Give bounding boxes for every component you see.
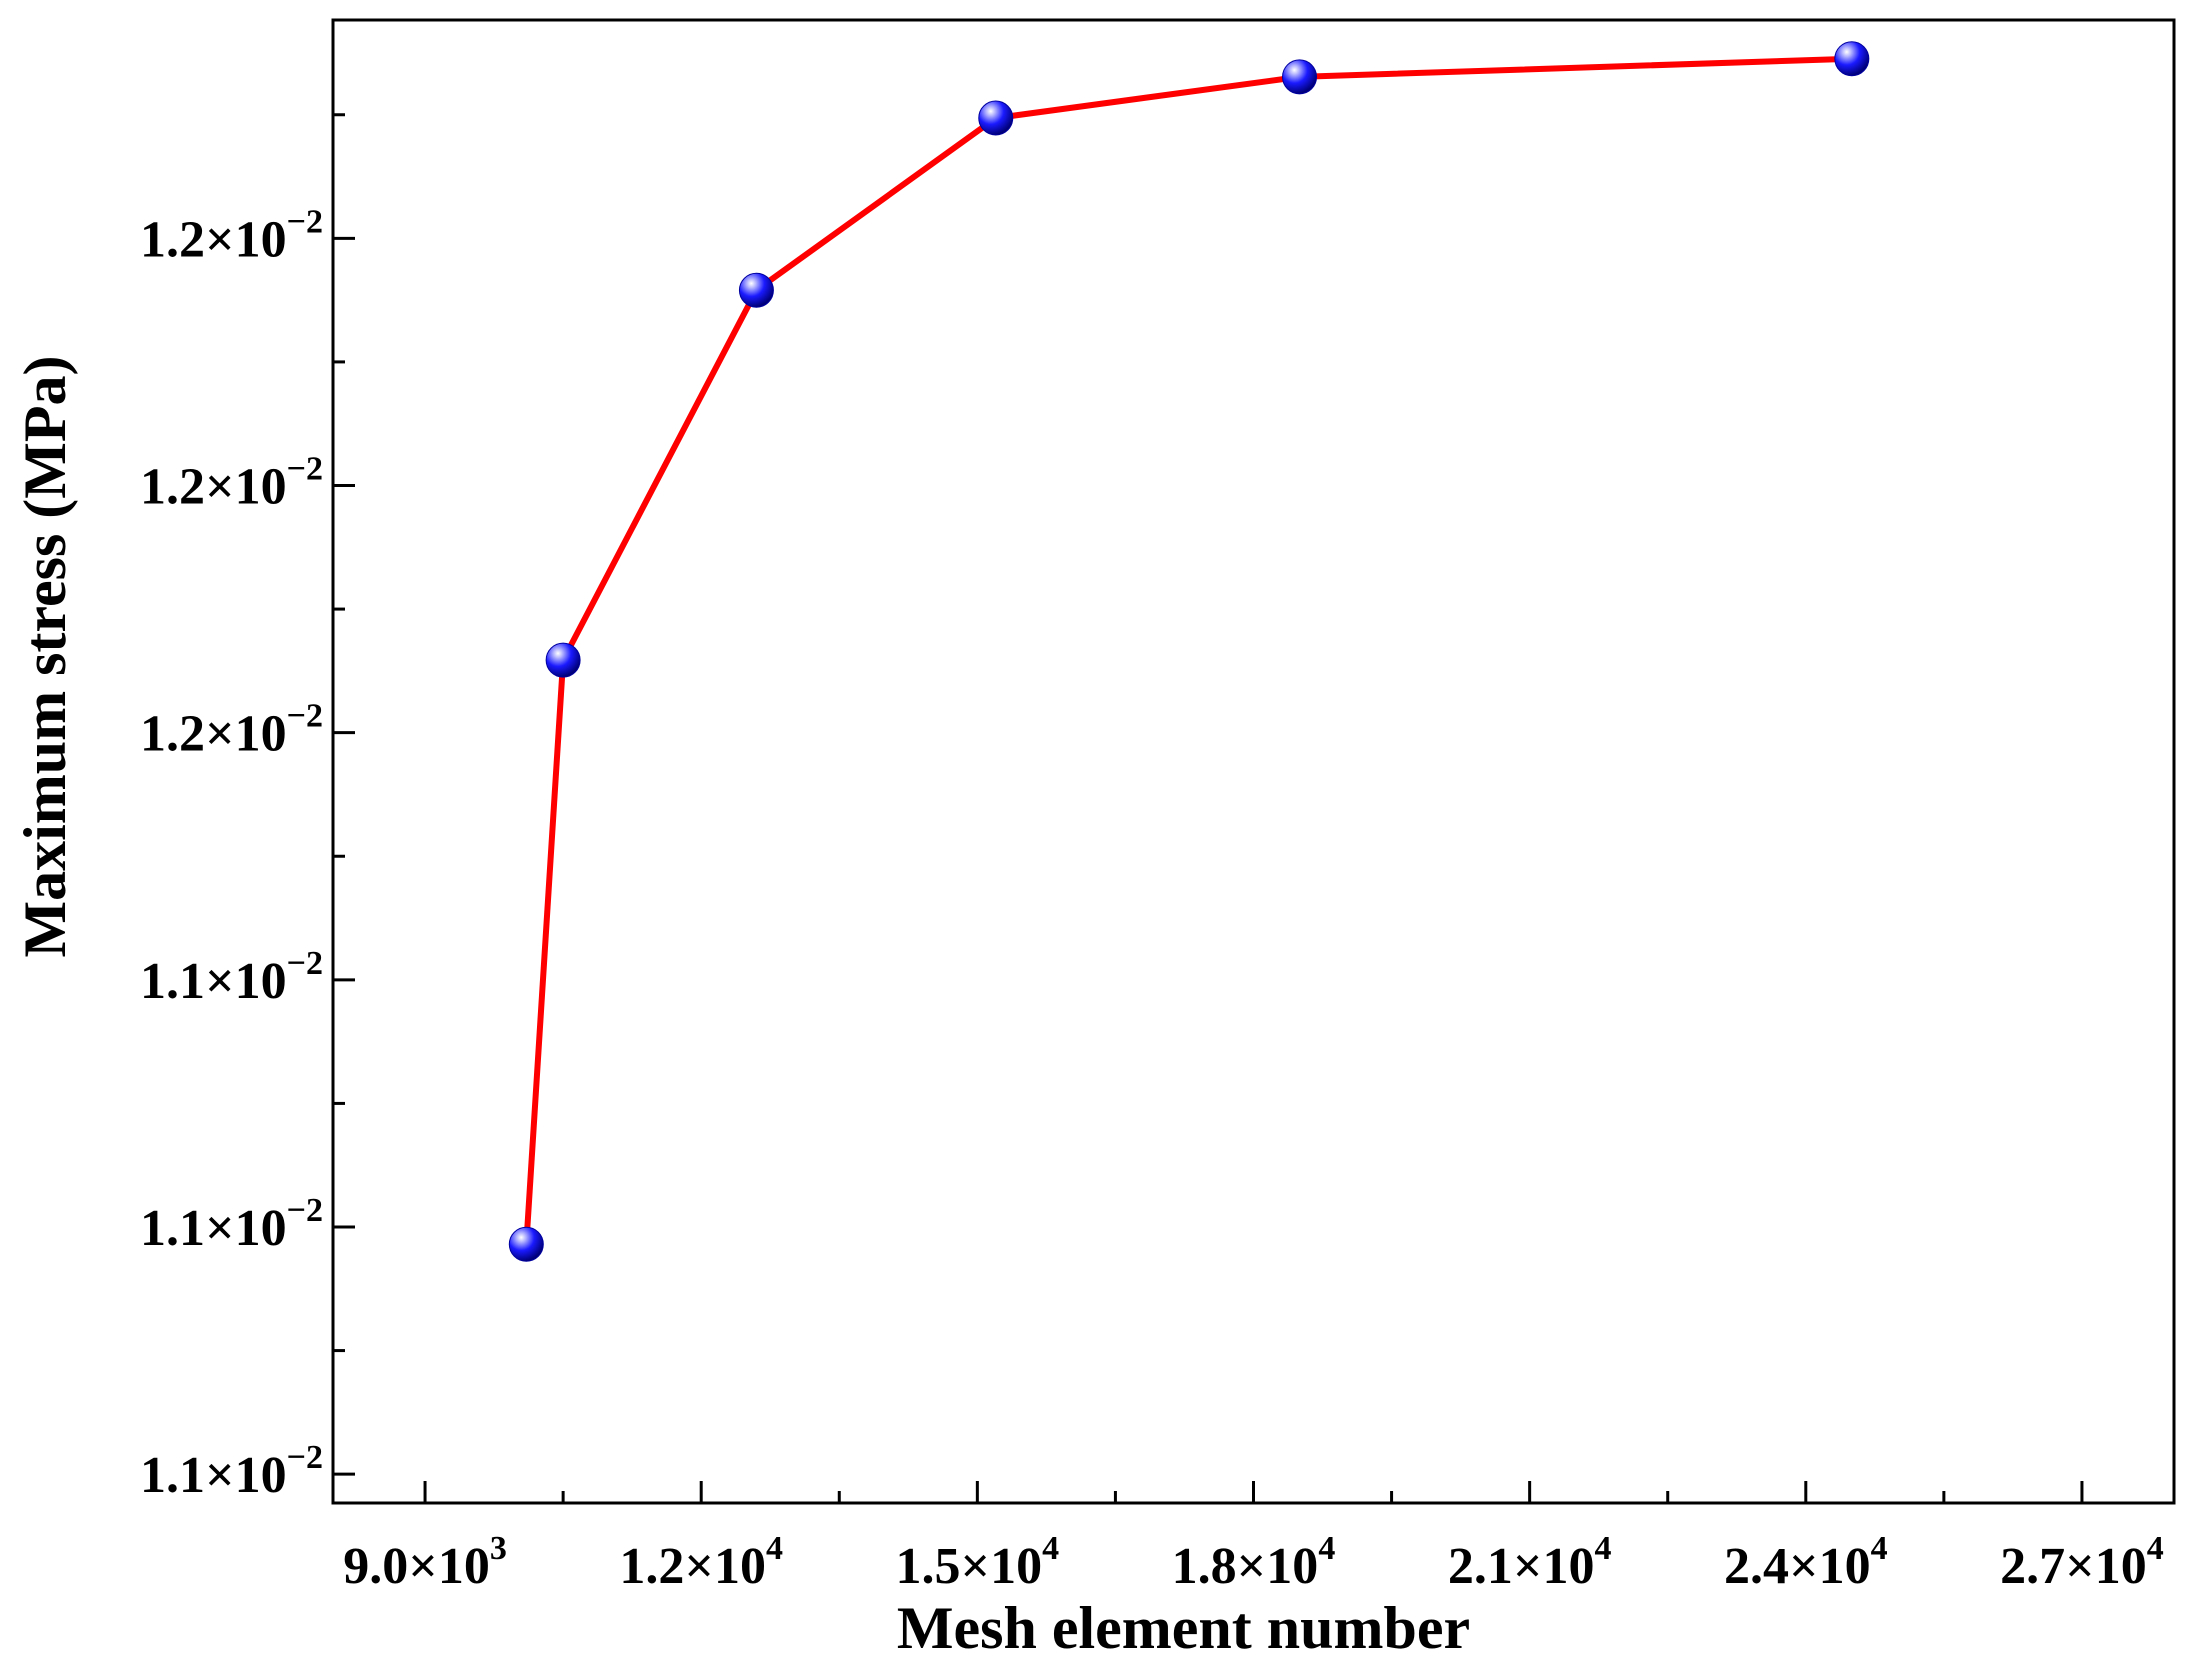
x-tick-label: 1.2×104 bbox=[619, 1530, 783, 1595]
plot-area bbox=[331, 18, 2176, 1505]
x-axis-title: Mesh element number bbox=[897, 1595, 1470, 1661]
series-line bbox=[523, 55, 1855, 1248]
data-point bbox=[1834, 41, 1870, 77]
x-tick-label: 9.0×103 bbox=[343, 1530, 507, 1595]
series-layer bbox=[508, 41, 1870, 1262]
plot-frame bbox=[331, 18, 2176, 1505]
data-point bbox=[738, 272, 774, 308]
x-tick-label: 2.1×104 bbox=[1448, 1530, 1612, 1595]
data-point bbox=[508, 1226, 544, 1262]
x-tick-label: 2.4×104 bbox=[1724, 1530, 1888, 1595]
y-tick-label: 1.2×10−2 bbox=[140, 450, 323, 515]
x-tick-label: 2.7×104 bbox=[2000, 1530, 2164, 1595]
data-point bbox=[978, 100, 1014, 136]
y-tick-label: 1.1×10−2 bbox=[140, 945, 323, 1010]
y-tick-label: 1.2×10−2 bbox=[140, 203, 323, 268]
y-tick-label: 1.2×10−2 bbox=[140, 698, 323, 763]
tick-label-layer: 9.0×103 1.2×104 1.5×104 1.8×104 2.1×104 2.4×1… bbox=[140, 203, 2164, 1595]
y-tick-label: 1.1×10−2 bbox=[140, 1192, 323, 1257]
y-axis-title: Maximum stress (MPa) bbox=[12, 355, 78, 957]
y-tick-label: 1.1×10−2 bbox=[140, 1439, 323, 1504]
tick-layer bbox=[333, 113, 2084, 1503]
data-point bbox=[545, 642, 581, 678]
x-tick-label: 1.8×104 bbox=[1172, 1530, 1336, 1595]
data-point bbox=[1282, 59, 1318, 95]
x-tick-label: 1.5×104 bbox=[896, 1530, 1060, 1595]
